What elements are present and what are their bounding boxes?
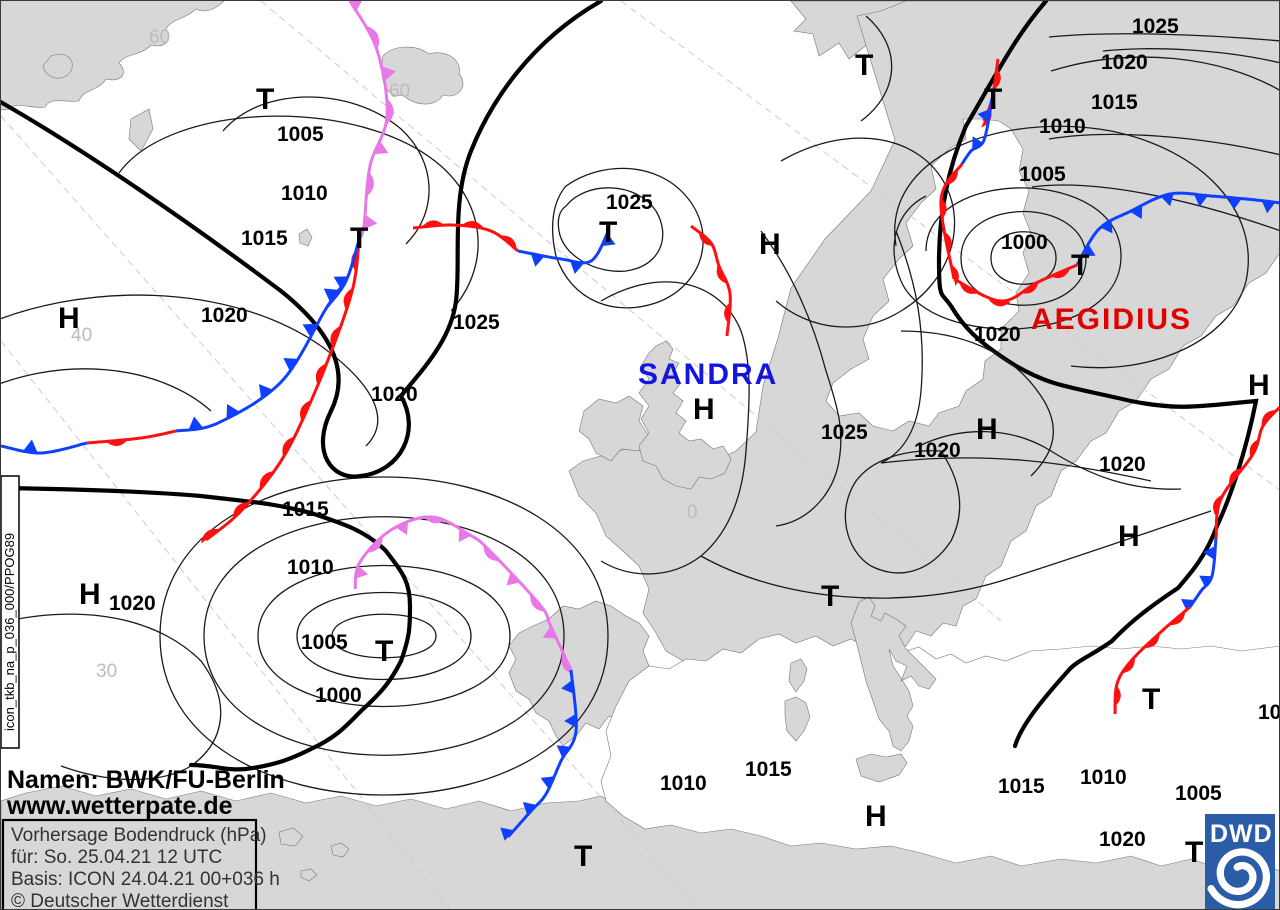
svg-text:1000: 1000 (315, 684, 362, 707)
svg-text:H: H (693, 393, 715, 426)
svg-text:1020: 1020 (914, 439, 961, 462)
svg-text:T: T (1185, 836, 1203, 869)
svg-text:1015: 1015 (241, 227, 288, 250)
svg-text:1005: 1005 (277, 123, 324, 146)
svg-text:H: H (58, 302, 80, 335)
svg-text:T: T (350, 222, 368, 255)
svg-text:1015: 1015 (998, 775, 1045, 798)
svg-text:T: T (256, 83, 274, 116)
svg-text:H: H (759, 228, 781, 261)
svg-text:H: H (79, 578, 101, 611)
svg-text:1025: 1025 (453, 311, 500, 334)
svg-text:1020: 1020 (201, 304, 248, 327)
svg-text:1020: 1020 (974, 323, 1021, 346)
svg-text:H: H (865, 800, 887, 833)
svg-text:1005: 1005 (301, 631, 348, 654)
svg-text:1025: 1025 (821, 421, 868, 444)
svg-text:1015: 1015 (745, 758, 792, 781)
svg-text:1025: 1025 (1132, 15, 1179, 38)
svg-text:für: So. 25.04.21 12 UTC: für: So. 25.04.21 12 UTC (11, 847, 222, 868)
svg-text:DWD: DWD (1210, 820, 1273, 848)
svg-text:Basis: ICON 24.04.21 00+036 h: Basis: ICON 24.04.21 00+036 h (11, 869, 280, 890)
svg-text:1000: 1000 (1001, 231, 1048, 254)
svg-text:T: T (599, 216, 617, 249)
svg-text:H: H (976, 413, 998, 446)
svg-text:1020: 1020 (1101, 51, 1148, 74)
svg-text:1010: 1010 (287, 556, 334, 579)
svg-text:1025: 1025 (606, 191, 653, 214)
svg-text:Vorhersage Bodendruck (hPa): Vorhersage Bodendruck (hPa) (11, 825, 267, 846)
svg-text:1005: 1005 (1258, 701, 1280, 724)
svg-text:1015: 1015 (1091, 91, 1138, 114)
svg-text:T: T (821, 580, 839, 613)
svg-text:Namen: BWK/FU-Berlin: Namen: BWK/FU-Berlin (7, 766, 285, 794)
svg-text:1010: 1010 (660, 772, 707, 795)
svg-text:1010: 1010 (1080, 766, 1127, 789)
svg-text:T: T (1142, 683, 1160, 716)
svg-text:1020: 1020 (1099, 453, 1146, 476)
svg-text:1020: 1020 (109, 592, 156, 615)
svg-text:© Deutscher Wetterdienst: © Deutscher Wetterdienst (11, 891, 229, 910)
svg-text:T: T (1071, 249, 1089, 282)
svg-text:H: H (1248, 369, 1270, 402)
svg-text:T: T (574, 840, 592, 873)
svg-text:30: 30 (96, 661, 117, 682)
svg-text:60: 60 (149, 27, 170, 48)
svg-text:T: T (855, 49, 873, 82)
svg-text:T: T (375, 635, 393, 668)
svg-text:H: H (1118, 520, 1140, 553)
svg-text:1005: 1005 (1019, 163, 1066, 186)
svg-text:0: 0 (687, 502, 698, 523)
svg-text:icon_tkb_na_p_036_000/PPOG89: icon_tkb_na_p_036_000/PPOG89 (2, 533, 17, 731)
svg-text:1015: 1015 (282, 498, 329, 521)
svg-text:1020: 1020 (371, 383, 418, 406)
svg-text:1020: 1020 (1099, 828, 1146, 851)
svg-text:1010: 1010 (1039, 115, 1086, 138)
svg-text:60: 60 (389, 81, 410, 102)
svg-text:AEGIDIUS: AEGIDIUS (1031, 303, 1192, 336)
svg-text:T: T (984, 83, 1002, 116)
svg-text:1005: 1005 (1175, 782, 1222, 805)
svg-text:SANDRA: SANDRA (638, 358, 778, 391)
svg-text:1010: 1010 (281, 182, 328, 205)
svg-text:www.wetterpate.de: www.wetterpate.de (6, 792, 233, 820)
